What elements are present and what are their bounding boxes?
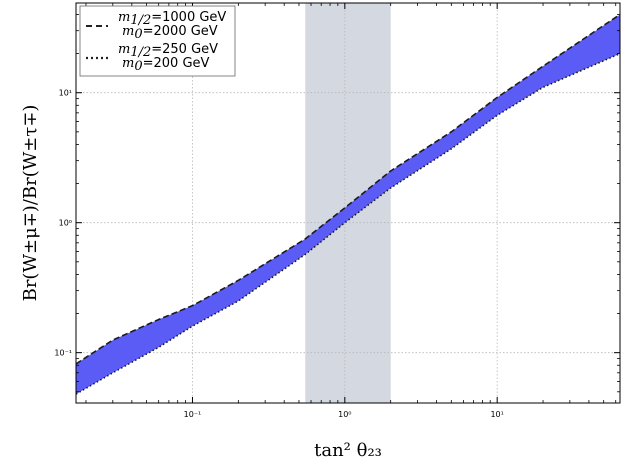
shaded-band xyxy=(305,3,391,403)
plot-frame xyxy=(75,2,621,404)
fill-layer xyxy=(76,14,620,395)
x-tick-label: 10⁻¹ xyxy=(184,410,202,419)
legend-entry-2-line-2: m0=200 GeV xyxy=(122,56,210,74)
tick-layer: 10⁻¹ 10⁰ 10¹ 10⁻¹ 10⁰ 10¹ xyxy=(54,3,620,419)
y-tick-label: 10⁰ xyxy=(59,219,72,228)
shaded-band-layer xyxy=(305,3,391,403)
y-axis-title: Br(W±μ∓)/Br(W±τ∓) xyxy=(20,105,41,302)
x-tick-label: 10⁰ xyxy=(338,410,351,419)
y-tick-label: 10⁻¹ xyxy=(54,349,72,358)
y-tick-label: 10¹ xyxy=(59,89,72,98)
x-tick-label: 10¹ xyxy=(490,410,503,419)
legend: m1/2=1000 GeV m0=2000 GeV m1/2=250 GeV m… xyxy=(79,5,236,77)
legend-box xyxy=(79,5,236,77)
x-axis-title: tan² θ₂₃ xyxy=(314,440,382,461)
series-layer xyxy=(75,13,621,395)
legend-entry-1-line-2: m0=2000 GeV xyxy=(122,24,218,42)
legend-entry-2-line-1: m1/2=250 GeV xyxy=(118,42,218,60)
series-line-1 xyxy=(75,13,621,365)
band-fill xyxy=(76,14,620,395)
legend-entry-1-line-1: m1/2=1000 GeV xyxy=(118,10,226,28)
